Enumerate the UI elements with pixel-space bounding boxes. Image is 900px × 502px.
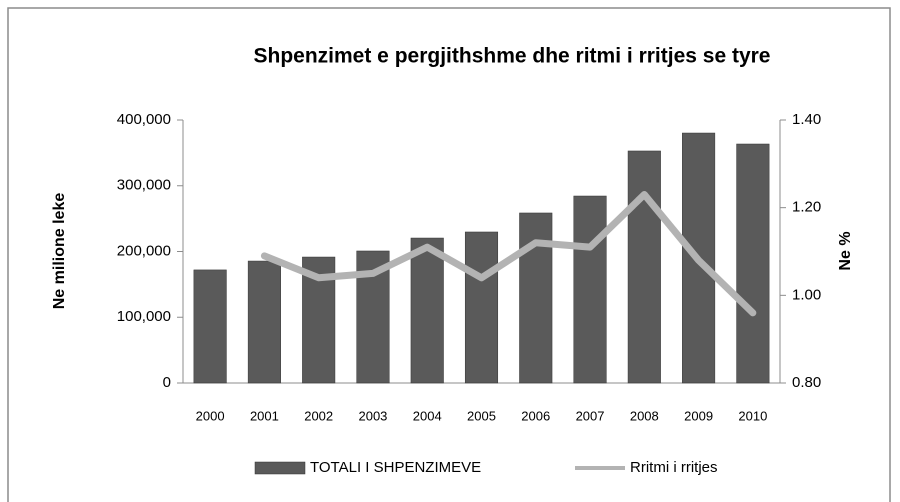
legend-swatch [254, 461, 306, 475]
x-tick-label: 2000 [196, 408, 225, 423]
legend-label: TOTALI I SHPENZIMEVE [310, 459, 481, 476]
y-tick-label: 300,000 [117, 177, 171, 194]
y-axis-title: Ne milione leke [51, 193, 68, 310]
x-tick-label: 2005 [467, 408, 496, 423]
x-tick-label: 2009 [684, 408, 713, 423]
bar [464, 231, 499, 384]
legend-label: Rritmi i rritjes [630, 459, 718, 476]
y2-axis-title: Ne % [837, 231, 854, 270]
bar [573, 195, 607, 384]
bar [247, 260, 281, 384]
bar [736, 143, 770, 384]
x-tick-label: 2010 [738, 408, 767, 423]
y-tick-label: 400,000 [117, 111, 171, 128]
bar [519, 212, 553, 384]
x-tick-label: 2006 [521, 408, 550, 423]
x-tick-label: 2008 [630, 408, 659, 423]
chart-title: Shpenzimet e pergjithshme dhe ritmi i rr… [254, 45, 771, 68]
bar [193, 269, 227, 384]
y2-tick-label: 1.20 [792, 199, 821, 216]
y2-tick-label: 1.00 [792, 286, 821, 303]
bar [410, 237, 444, 384]
y-tick-label: 0 [163, 374, 171, 391]
x-tick-label: 2004 [413, 408, 442, 423]
y2-tick-label: 1.40 [792, 111, 821, 128]
y2-tick-label: 0.80 [792, 374, 821, 391]
line [260, 191, 757, 317]
x-tick-label: 2003 [358, 408, 387, 423]
x-tick-label: 2002 [304, 408, 333, 423]
bar [627, 150, 661, 384]
x-tick-label: 2007 [576, 408, 605, 423]
x-tick-label: 2001 [250, 408, 279, 423]
y-tick-label: 200,000 [117, 242, 171, 259]
y-tick-label: 100,000 [117, 308, 171, 325]
